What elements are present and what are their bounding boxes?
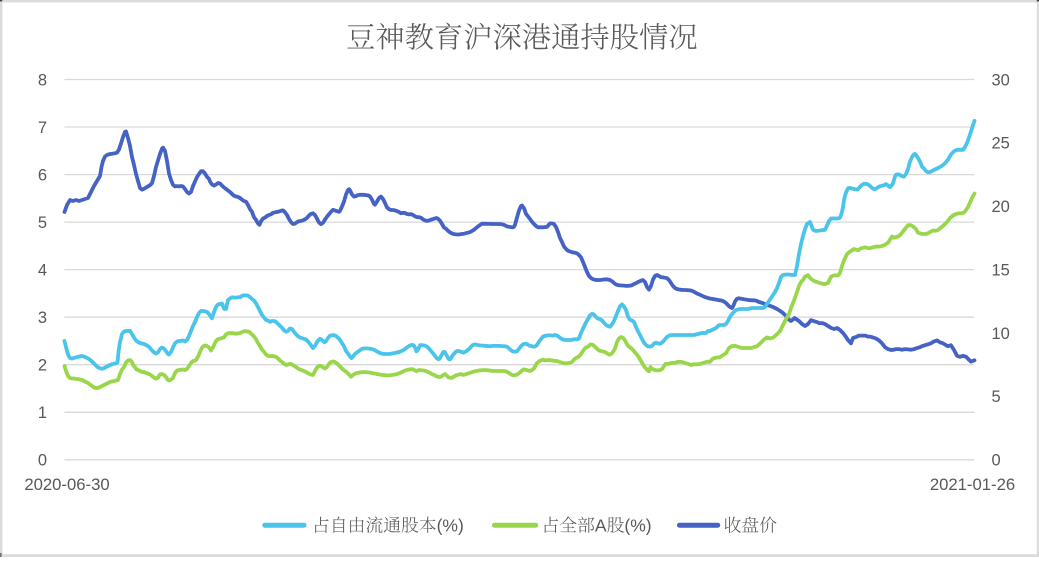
- svg-text:8: 8: [38, 71, 47, 89]
- svg-text:5: 5: [992, 388, 1001, 406]
- svg-text:7: 7: [38, 119, 47, 137]
- svg-text:15: 15: [992, 261, 1010, 279]
- svg-text:0: 0: [992, 452, 1001, 470]
- svg-text:20: 20: [992, 198, 1010, 216]
- svg-text:A: A: [595, 516, 607, 536]
- svg-text:2021-01-26: 2021-01-26: [930, 475, 1015, 494]
- svg-text:2020-06-30: 2020-06-30: [24, 475, 109, 494]
- svg-text:0: 0: [38, 452, 47, 470]
- svg-text:1: 1: [38, 404, 47, 422]
- svg-text:(%): (%): [437, 516, 464, 536]
- svg-text:5: 5: [38, 214, 47, 232]
- svg-text:25: 25: [992, 135, 1010, 153]
- svg-text:4: 4: [38, 261, 47, 279]
- svg-text:(%): (%): [624, 516, 651, 536]
- svg-text:30: 30: [992, 71, 1010, 89]
- svg-text:2: 2: [38, 357, 47, 375]
- svg-text:6: 6: [38, 166, 47, 184]
- svg-text:3: 3: [38, 309, 47, 327]
- svg-text:10: 10: [992, 325, 1010, 343]
